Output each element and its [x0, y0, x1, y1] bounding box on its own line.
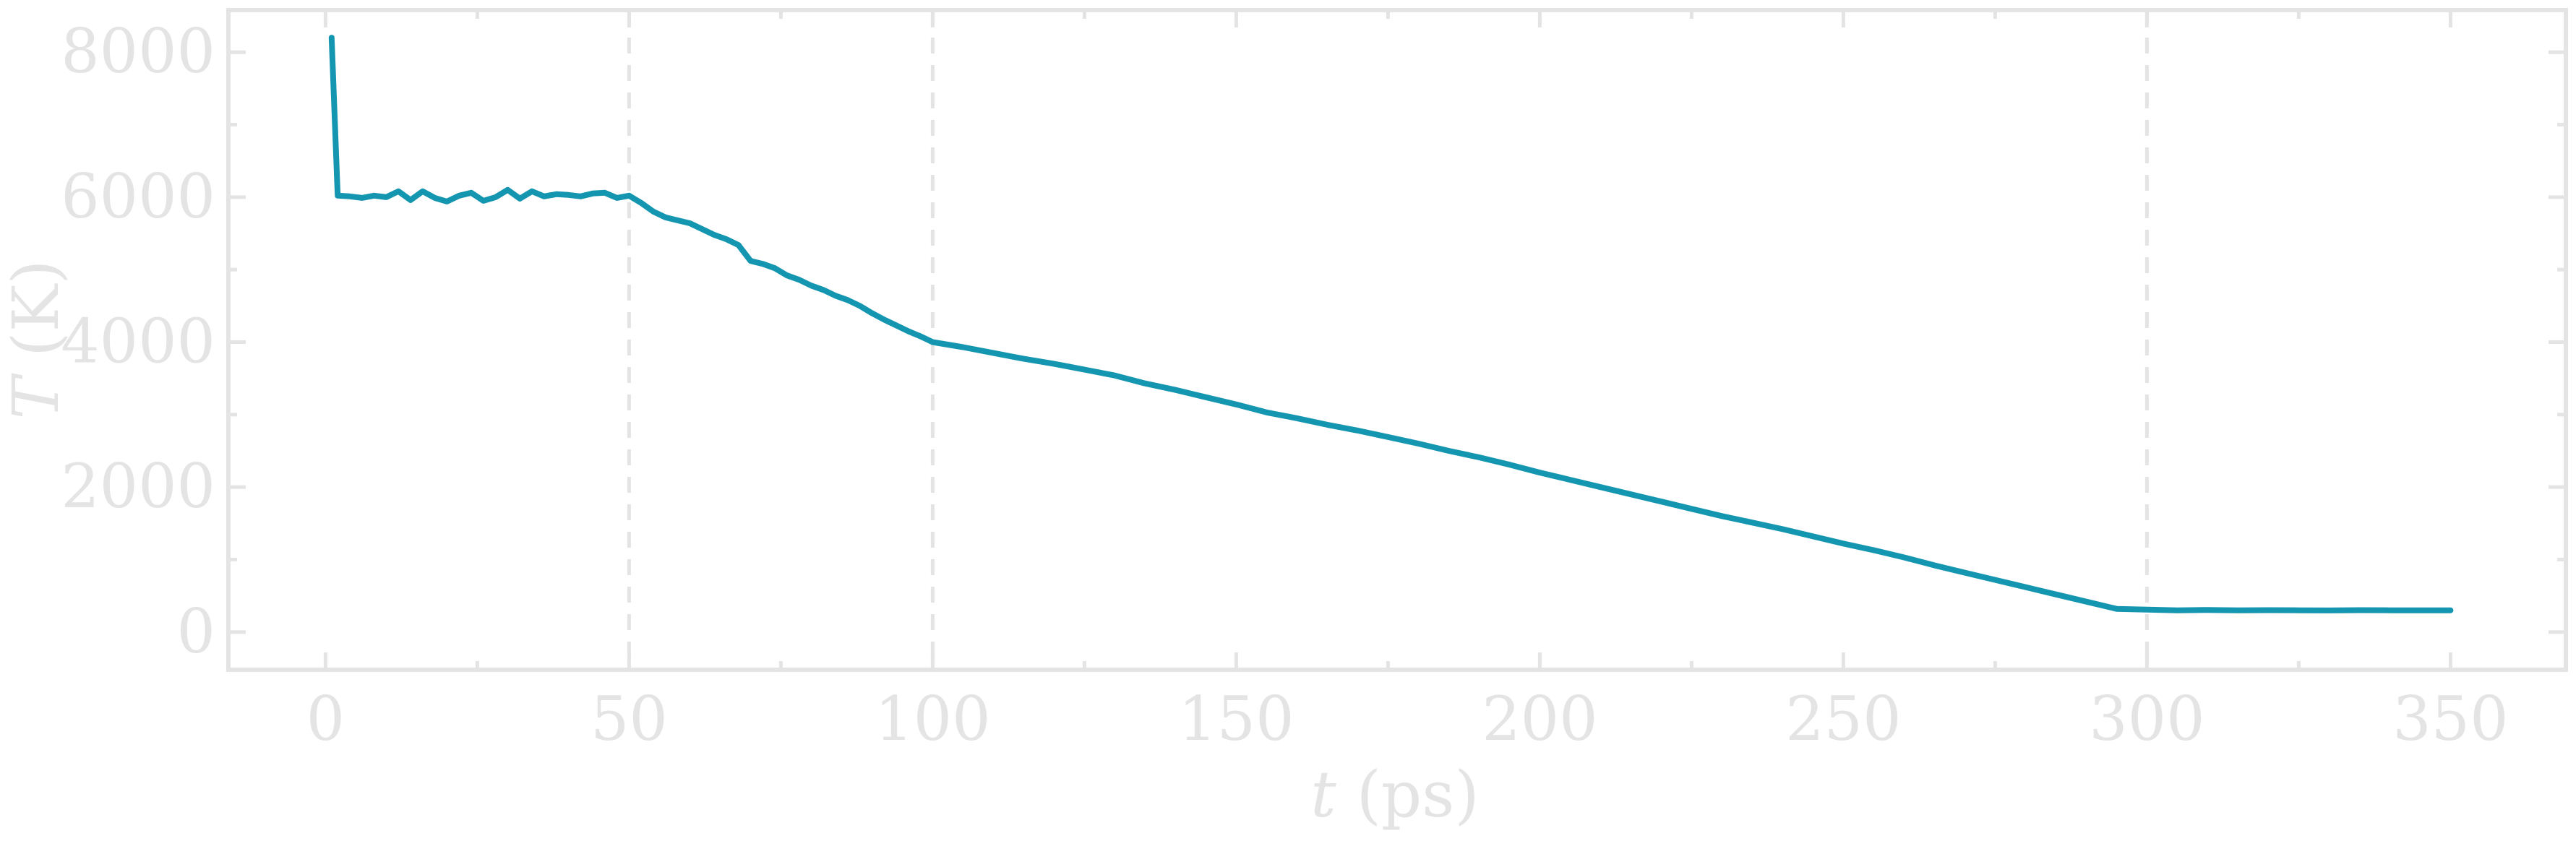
plot-frame [226, 8, 2568, 672]
y-tick-label: 6000 [61, 161, 215, 232]
x-tick-label: 300 [2089, 683, 2204, 754]
reference-lines [627, 10, 2149, 670]
x-tick-label: 100 [875, 683, 990, 754]
x-tick-label: 50 [591, 683, 668, 754]
y-axis-variable: T [0, 373, 73, 420]
x-tick-labels: 0 50 100 150 200 250 300 350 [306, 683, 2509, 754]
y-tick-labels: 0 2000 4000 6000 8000 [61, 16, 215, 667]
y-tick-label: 2000 [61, 451, 215, 522]
y-tick-label: 4000 [61, 306, 215, 377]
y-tick-label: 0 [177, 596, 215, 667]
y-axis-label: T (K) [0, 259, 73, 419]
x-tick-label: 350 [2392, 683, 2508, 754]
y-tick-label: 8000 [61, 16, 215, 87]
x-axis-unit: (ps) [1357, 757, 1480, 832]
x-tick-label: 250 [1785, 683, 1901, 754]
x-tick-label: 0 [306, 683, 345, 754]
y-axis-unit: (K) [0, 259, 73, 356]
x-tick-label: 150 [1178, 683, 1294, 754]
axis-ticks [228, 10, 2566, 670]
series-group [328, 35, 2454, 613]
x-axis-label: t (ps) [1310, 757, 1480, 832]
x-tick-label: 200 [1482, 683, 1597, 754]
series-line-0 [328, 35, 2454, 613]
x-axis-variable: t [1310, 757, 1336, 832]
